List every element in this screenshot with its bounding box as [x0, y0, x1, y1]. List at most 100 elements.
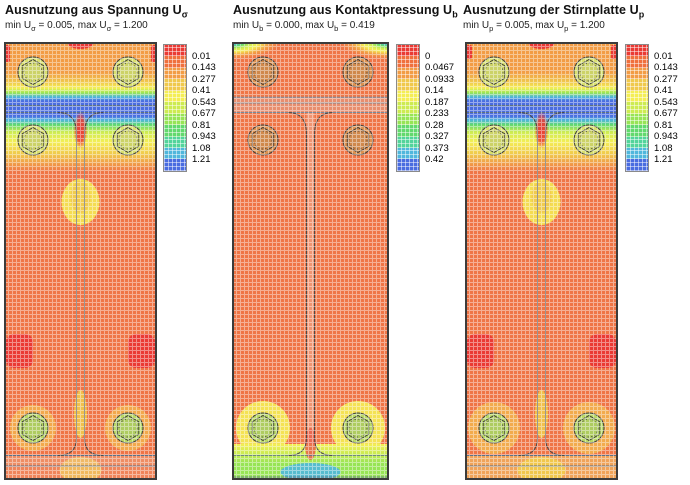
legend-cell	[164, 125, 186, 137]
contour-canvas-sigma	[4, 42, 157, 480]
legend-cell	[397, 90, 419, 103]
subtitle-text: = 1.200	[568, 20, 605, 31]
legend-cell	[626, 79, 648, 91]
subtitle-subscript: b	[334, 24, 339, 33]
legend-label: 1.21	[654, 154, 673, 165]
subtitle-text: = 0.005, max U	[35, 20, 107, 31]
legend-cell	[397, 56, 419, 68]
legend-label: 0.373	[425, 142, 449, 154]
plot-frame	[465, 42, 618, 480]
contour-plot-stirnplatte	[465, 42, 618, 480]
legend-label: 0.01	[654, 50, 673, 62]
legend-cell	[164, 79, 186, 91]
legend-label: 0.81	[654, 119, 673, 131]
legend-label: 0.277	[192, 73, 216, 85]
legend-cell	[626, 147, 648, 160]
title-text: Ausnutzung der Stirnplatte U	[463, 3, 639, 17]
plot-frame	[232, 42, 389, 480]
legend-label: 0.277	[654, 73, 678, 85]
subtitle-text: = 0.005, max U	[493, 20, 565, 31]
legend-label: 0.187	[425, 96, 449, 108]
legend-cell	[164, 147, 186, 160]
legend-cell	[397, 147, 419, 160]
panel-title-stirnplatte: Ausnutzung der Stirnplatte Up	[463, 3, 644, 20]
title-subscript: b	[452, 9, 458, 20]
legend-cell	[397, 136, 419, 148]
color-legend-kontakt: 0 0.0467 0.0933 0.14 0.187 0.233 0.28 0.327 0.37…	[396, 44, 476, 174]
legend-label: 0.943	[654, 131, 678, 143]
title-subscript: p	[638, 9, 645, 20]
legend-cell	[626, 45, 648, 57]
legend-label: 0.677	[654, 108, 678, 120]
subtitle-text: min U	[233, 20, 260, 31]
legend-label: 0.42	[425, 154, 444, 165]
panel-subtitle-sigma: min Uσ = 0.005, max Uσ = 1.200	[5, 20, 148, 33]
legend-label: 0.143	[192, 62, 216, 74]
legend-cell	[164, 45, 186, 57]
legend-label-column: 0 0.0467 0.0933 0.14 0.187 0.233 0.28 0.327 0.37…	[425, 45, 475, 173]
legend-label: 0.0467	[425, 62, 455, 74]
title-subscript: σ	[181, 9, 189, 20]
legend-cell	[626, 102, 648, 114]
legend-label: 0.677	[192, 108, 216, 120]
fe-mesh-overlay	[232, 42, 389, 480]
subtitle-subscript: p	[564, 24, 569, 33]
legend-cell	[397, 67, 419, 80]
legend-label: 1.08	[654, 142, 673, 154]
legend-cell	[397, 102, 419, 114]
legend-cell	[397, 159, 419, 171]
legend-cell	[626, 159, 648, 171]
legend-label: 0.543	[192, 96, 216, 108]
legend-label: 0	[425, 50, 431, 62]
subtitle-text: = 1.200	[111, 20, 148, 31]
legend-cell	[626, 125, 648, 137]
legend-label: 0.01	[192, 50, 211, 62]
subtitle-subscript: σ	[106, 24, 112, 33]
legend-cell	[397, 45, 419, 57]
legend-cell	[626, 113, 648, 126]
legend-label: 0.327	[425, 131, 449, 143]
legend-label: 0.14	[425, 85, 444, 97]
subtitle-text: = 0.000, max U	[263, 20, 335, 31]
legend-cell	[397, 79, 419, 91]
plot-frame	[4, 42, 157, 480]
legend-cell	[397, 125, 419, 137]
legend-swatch-column	[163, 44, 187, 172]
legend-label: 0.81	[192, 119, 211, 131]
subtitle-text: min U	[5, 20, 32, 31]
subtitle-subscript: b	[259, 24, 264, 33]
title-text: Ausnutzung aus Kontaktpressung U	[233, 3, 453, 17]
legend-cell	[164, 136, 186, 148]
legend-label: 0.41	[654, 85, 673, 97]
legend-label-column: 0.01 0.143 0.277 0.41 0.543 0.677 0.81 0.943 1.0…	[192, 45, 242, 173]
contour-plot-sigma	[4, 42, 157, 480]
legend-label: 0.943	[192, 131, 216, 143]
legend-label: 1.08	[192, 142, 211, 154]
legend-cell	[164, 113, 186, 126]
legend-label: 1.21	[192, 154, 211, 165]
legend-cell	[164, 159, 186, 171]
legend-label: 0.0933	[425, 73, 455, 85]
fe-mesh-overlay	[465, 42, 618, 480]
legend-cell	[164, 67, 186, 80]
legend-label: 0.233	[425, 108, 449, 120]
panel-title-kontakt: Ausnutzung aus Kontaktpressung Ub	[233, 3, 458, 20]
legend-label: 0.543	[654, 96, 678, 108]
subtitle-text: min U	[463, 20, 490, 31]
color-legend-sigma: 0.01 0.143 0.277 0.41 0.543 0.677 0.81 0.943 1.0…	[163, 44, 243, 174]
subtitle-text: = 0.419	[338, 20, 375, 31]
panel-title-sigma: Ausnutzung aus Spannung Uσ	[5, 3, 188, 20]
legend-cell	[626, 56, 648, 68]
legend-cell	[164, 90, 186, 103]
contour-canvas-stirnplatte	[465, 42, 618, 480]
legend-cell	[626, 90, 648, 103]
fe-mesh-overlay	[4, 42, 157, 480]
legend-label: 0.143	[654, 62, 678, 74]
title-text: Ausnutzung aus Spannung U	[5, 3, 182, 17]
legend-cell	[626, 67, 648, 80]
legend-swatch-column	[625, 44, 649, 172]
legend-label-column: 0.01 0.143 0.277 0.41 0.543 0.677 0.81 0.943 1.0…	[654, 45, 690, 173]
subtitle-subscript: σ	[31, 24, 36, 33]
subtitle-subscript: p	[489, 24, 494, 33]
legend-swatch-column	[396, 44, 420, 172]
